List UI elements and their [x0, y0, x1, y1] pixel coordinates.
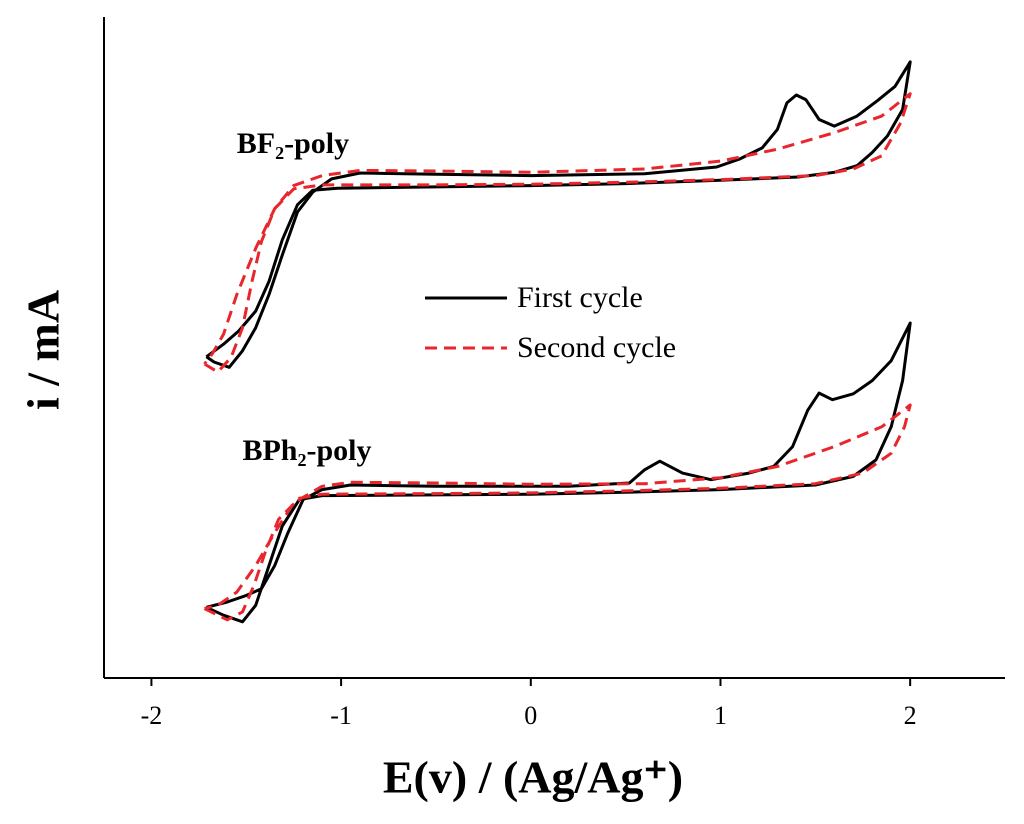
x-axis-label: E(v) / (Ag/Ag⁺): [383, 752, 683, 803]
y-axis-label: i / mA: [18, 290, 69, 410]
cv-curve: [203, 92, 912, 622]
annotation: BPh₂-poly: [242, 434, 371, 467]
legend-label: First cycle: [517, 281, 643, 314]
x-tick-label: 0: [524, 701, 537, 730]
annotation: BF₂-poly: [237, 127, 349, 160]
x-tick-label: -2: [141, 701, 163, 730]
x-tick-label: 1: [714, 701, 727, 730]
legend-label: Second cycle: [517, 331, 676, 364]
x-tick-label: -1: [330, 701, 352, 730]
x-tick-label: 2: [904, 701, 917, 730]
